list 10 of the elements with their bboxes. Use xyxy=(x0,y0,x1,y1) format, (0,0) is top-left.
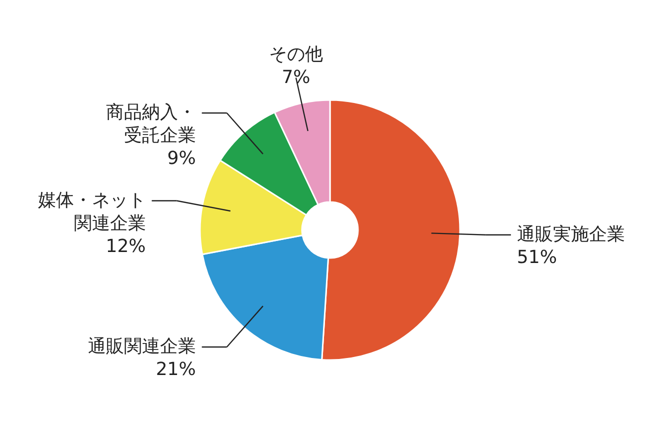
data-label: 12% xyxy=(106,236,146,257)
slice-label: 通販関連企業 xyxy=(88,336,196,358)
slice-label: 商品納入・受託企業 xyxy=(106,102,196,146)
slice-label: 媒体・ネット関連企業 xyxy=(38,190,146,234)
data-label: 9% xyxy=(167,148,196,169)
slice-label: その他 xyxy=(268,44,323,65)
data-label: 21% xyxy=(156,359,196,380)
slice-label: 通販実施企業 xyxy=(516,224,625,245)
data-label: 51% xyxy=(516,246,557,268)
data-label: 7% xyxy=(282,66,310,88)
